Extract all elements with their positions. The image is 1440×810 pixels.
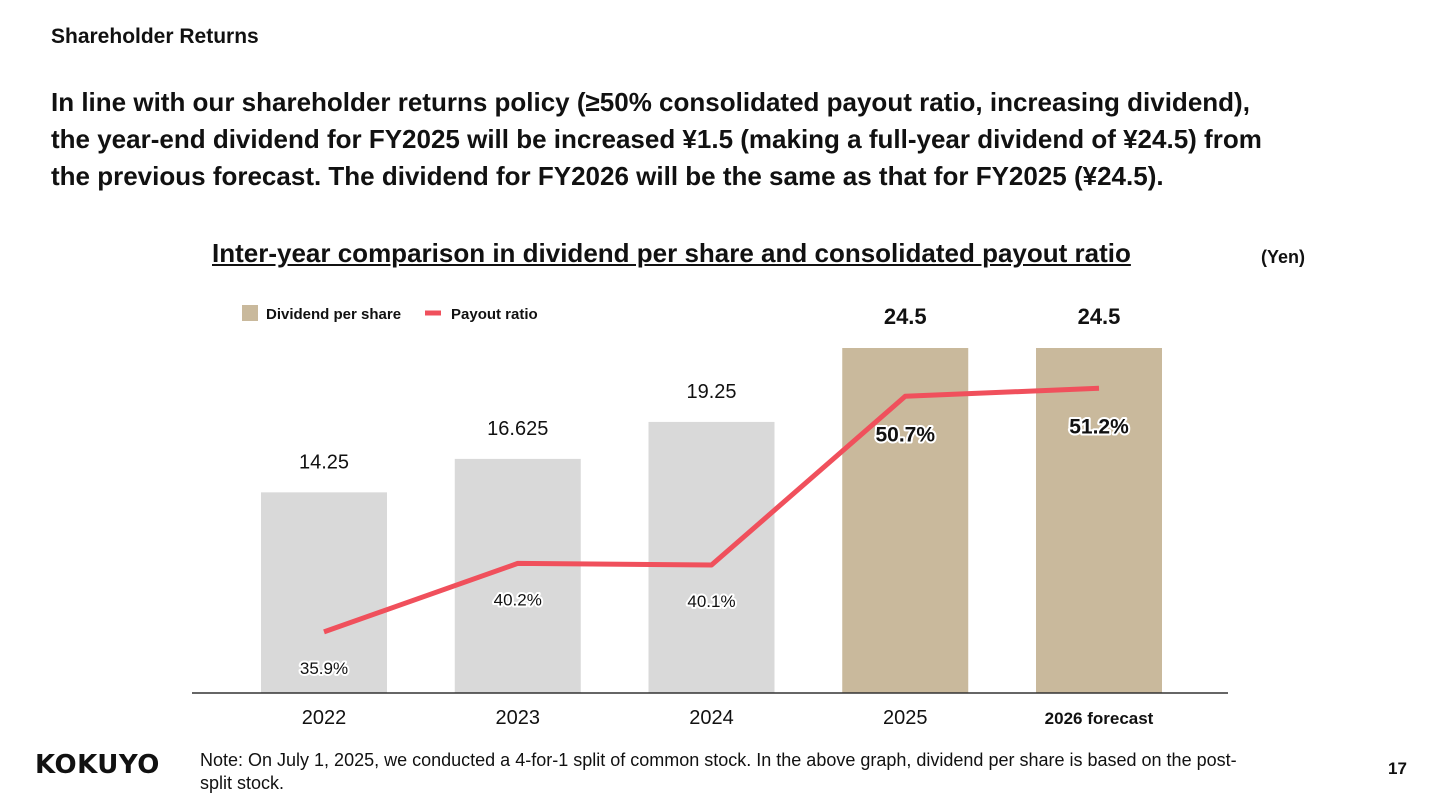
category-label: 2022 [302,707,347,729]
page-number: 17 [1388,759,1407,778]
category-label: 2026 forecast [1045,709,1154,728]
category-label: 2024 [689,707,734,729]
legend-label-payout: Payout ratio [451,306,538,323]
dividend-value-label: 24.5 [884,304,927,329]
dividend-bar [454,458,581,693]
category-label: 2023 [496,707,541,729]
headline-line-1: In line with our shareholder returns pol… [51,87,1250,117]
dividend-bar [648,421,775,693]
headline-line-2: the year-end dividend for FY2025 will be… [51,124,1262,154]
chart-title: Inter-year comparison in dividend per sh… [212,238,1131,268]
dividend-bar [842,348,969,693]
dividend-bar [261,492,387,693]
category-label: 2025 [883,707,928,729]
footnote: Note: On July 1, 2025, we conducted a 4-… [200,750,1237,793]
headline: In line with our shareholder returns pol… [51,84,1411,195]
payout-ratio-label: 40.2% [494,590,542,609]
kokuyo-logo: KOKUYO [35,750,160,780]
dividend-bar [1036,348,1162,693]
payout-ratio-label: 40.1% [687,592,735,611]
payout-ratio-label: 50.7% [875,423,935,446]
section-title: Shareholder Returns [51,25,259,48]
dividend-value-label: 14.25 [299,451,349,473]
headline-line-3: the previous forecast. The dividend for … [51,161,1164,191]
unit-label: (Yen) [1261,247,1306,267]
dividend-value-label: 24.5 [1078,304,1121,329]
dividend-value-label: 19.25 [686,381,736,403]
legend-swatch-dividend [242,305,258,321]
payout-ratio-line [323,385,1100,635]
payout-ratio-label: 51.2% [1069,415,1129,438]
payout-ratio-label: 35.9% [300,659,348,678]
legend-label-dividend: Dividend per share [266,306,401,323]
dividend-value-label: 16.625 [487,418,548,440]
